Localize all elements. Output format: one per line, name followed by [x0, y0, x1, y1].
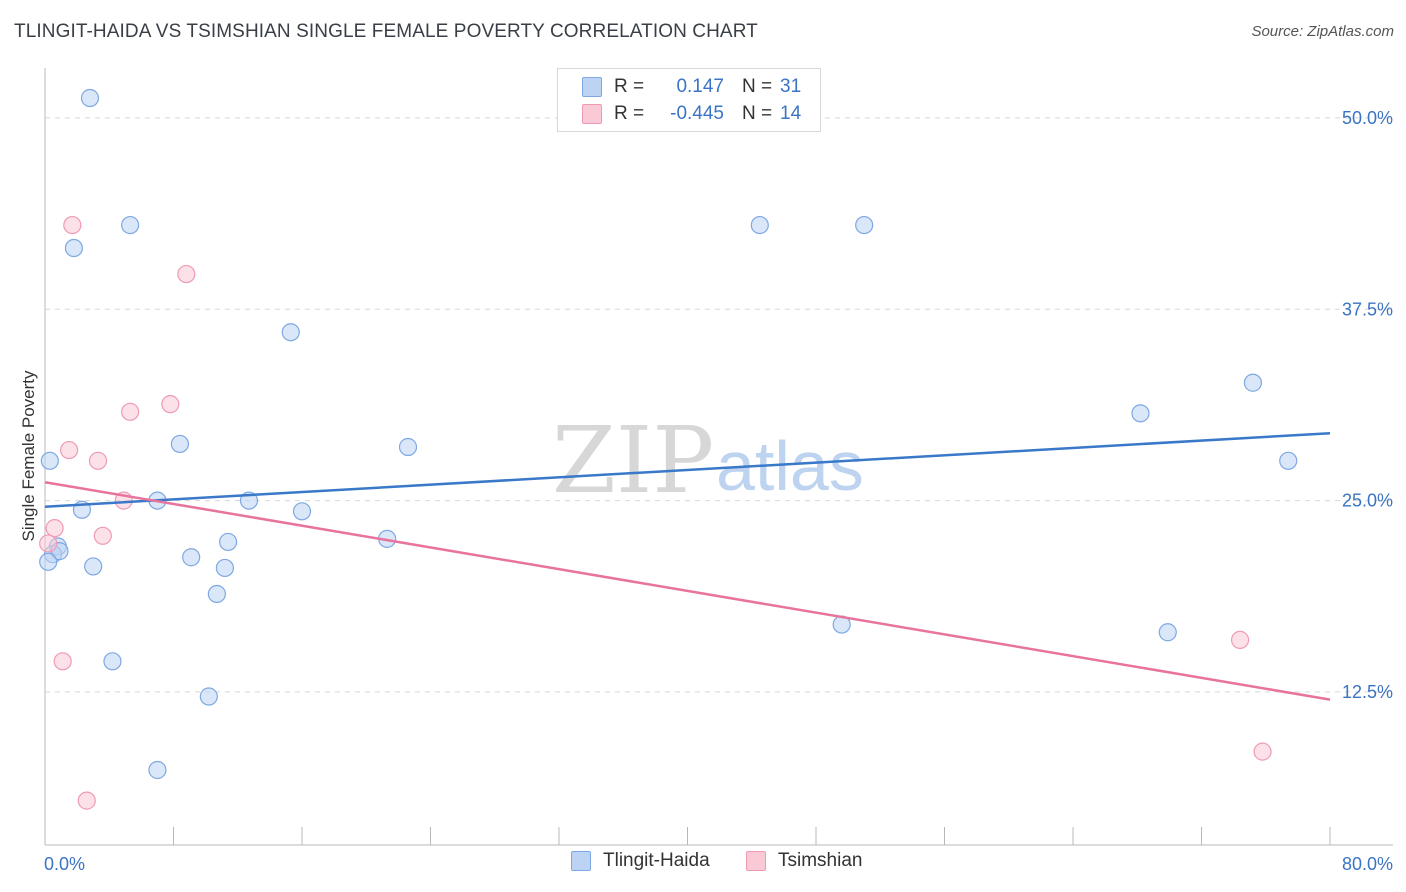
tlingit-haida-point — [39, 552, 58, 571]
legend-label: Tlingit-Haida — [603, 850, 710, 871]
watermark-zip: ZIP — [552, 407, 714, 514]
n-label: N = — [742, 76, 773, 97]
legend-item-tlingit-haida: Tlingit-Haida — [571, 850, 710, 872]
tsimshian-point — [1230, 630, 1250, 649]
tlingit-haida-point — [199, 687, 218, 706]
tsimshian-trend-line — [44, 480, 1331, 701]
source-label: Source: ZipAtlas.com — [1251, 23, 1394, 40]
x-tick-label: 0.0% — [44, 854, 85, 874]
blue-swatch-icon — [582, 77, 602, 97]
tsimshian-point — [53, 652, 72, 671]
tlingit-haida-point — [170, 434, 190, 454]
pink-swatch-icon — [746, 851, 766, 871]
tlingit-haida-point — [219, 532, 238, 552]
tsimshian-point — [177, 264, 196, 284]
tsimshian-point — [77, 791, 96, 810]
tlingit-haida-point — [182, 548, 201, 567]
tsimshian-point — [93, 526, 112, 545]
tlingit-haida-point — [80, 88, 100, 108]
tlingit-haida-point — [103, 652, 122, 671]
tlingit-haida-point — [750, 215, 769, 235]
tlingit-haida-point — [207, 584, 226, 604]
tlingit-haida-trend-line — [44, 431, 1331, 508]
tsimshian-point — [1253, 742, 1272, 761]
tlingit-haida-point — [281, 323, 300, 342]
legend-label: Tsimshian — [778, 850, 863, 871]
legend-row-tsimshian: R = -0.445 N = 14 — [582, 101, 801, 127]
x-tick-label: 80.0% — [1342, 854, 1393, 874]
tlingit-haida-point — [1131, 404, 1150, 423]
tlingit-haida-point — [215, 558, 234, 578]
legend-row-tlingit-haida: R = 0.147 N = 31 — [582, 74, 801, 100]
n-value: 14 — [780, 103, 802, 124]
y-tick-label: 37.5% — [1342, 299, 1393, 319]
tlingit-haida-point — [64, 238, 84, 258]
tlingit-haida-point — [1158, 623, 1177, 642]
pink-swatch-icon — [582, 104, 602, 124]
tick-labels: 12.5% 25.0% 37.5% 50.0% 0.0% 80.0% — [44, 108, 1393, 874]
r-value: 0.147 — [676, 76, 724, 97]
n-label: N = — [742, 103, 773, 124]
tsimshian-point — [39, 534, 58, 553]
chart-title: TLINGIT-HAIDA VS TSIMSHIAN SINGLE FEMALE… — [14, 21, 758, 42]
r-label: R = — [614, 103, 645, 124]
tlingit-haida-point — [1243, 373, 1263, 392]
correlation-legend: R = 0.147 N = 31 R = -0.445 N = 14 — [557, 68, 821, 132]
y-axis-title: Single Female Poverty — [19, 370, 38, 542]
y-tick-label: 25.0% — [1342, 491, 1393, 511]
tsimshian-point — [121, 402, 140, 421]
tlingit-haida-point — [84, 557, 103, 576]
tlingit-haida-point — [855, 215, 874, 235]
tlingit-haida-point — [121, 215, 140, 235]
tlingit-haida-point — [148, 760, 167, 780]
tsimshian-point — [59, 440, 79, 460]
tsimshian-point — [88, 451, 108, 470]
tlingit-haida-point — [398, 437, 418, 457]
tlingit-haida-point — [292, 502, 312, 521]
tlingit-haida-points — [39, 88, 1298, 780]
gridlines — [45, 117, 1393, 693]
legend-item-tsimshian: Tsimshian — [746, 850, 862, 872]
series-legend: Tlingit-Haida Tsimshian — [0, 850, 1406, 878]
trend-lines — [44, 431, 1331, 701]
tsimshian-point — [161, 395, 180, 414]
r-label: R = — [614, 76, 645, 97]
tlingit-haida-point — [40, 451, 59, 470]
blue-swatch-icon — [571, 851, 591, 871]
tlingit-haida-point — [1279, 451, 1298, 470]
y-tick-label: 12.5% — [1342, 682, 1393, 702]
r-value: -0.445 — [670, 103, 724, 124]
n-value: 31 — [780, 76, 802, 97]
tsimshian-point — [63, 215, 82, 235]
tsimshian-points — [39, 215, 1272, 810]
tsimshian-point — [45, 519, 64, 538]
y-tick-label: 50.0% — [1342, 108, 1393, 128]
